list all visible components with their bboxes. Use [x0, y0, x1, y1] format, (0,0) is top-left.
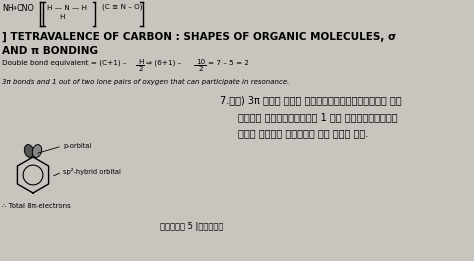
- Text: H: H: [138, 59, 144, 65]
- Text: એકલા જોડીમાંથી 1 ને રેઝોનેમાં: એકલા જોડીમાંથી 1 ને રેઝોનેમાં: [238, 112, 398, 122]
- Text: 3π bonds and 1 out of two lone pairs of oxygen that can participate in resonance: 3π bonds and 1 out of two lone pairs of …: [2, 79, 289, 85]
- Text: NH: NH: [2, 4, 14, 13]
- Text: ∴ Total 8π-electrons: ∴ Total 8π-electrons: [2, 203, 71, 209]
- Text: ⇒ (6+1) –: ⇒ (6+1) –: [146, 60, 183, 67]
- Text: 2: 2: [198, 66, 202, 72]
- Text: ] TETRAVALENCE OF CARBON : SHAPES OF ORGANIC MOLECULES, σ: ] TETRAVALENCE OF CARBON : SHAPES OF ORG…: [2, 32, 396, 42]
- Text: 2: 2: [138, 66, 143, 72]
- Text: 4: 4: [13, 6, 17, 11]
- Text: = 7 – 5 = 2: = 7 – 5 = 2: [208, 60, 249, 66]
- Text: Double bond equivalent = (C+1) –: Double bond equivalent = (C+1) –: [2, 60, 129, 67]
- Text: (C ≡ N – O): (C ≡ N – O): [102, 4, 143, 10]
- Text: 7.તે) 3π બંધ અને ઑક્સિજનનામાંથી બે: 7.તે) 3π બંધ અને ઑક્સિજનનામાંથી બે: [220, 95, 401, 105]
- Text: H — N — H: H — N — H: [47, 5, 87, 11]
- Text: ભાગ લેવા પાત્ર તઈ શકે છે.: ભાગ લેવા પાત્ર તઈ શકે છે.: [238, 128, 368, 138]
- Ellipse shape: [32, 145, 42, 157]
- Text: AND π BONDING: AND π BONDING: [2, 46, 98, 56]
- Text: પનાહી 5 |પનાહી: પનાહી 5 |પનાહી: [160, 222, 223, 231]
- Text: p-orbital: p-orbital: [63, 143, 91, 149]
- Text: 10: 10: [196, 59, 205, 65]
- Ellipse shape: [24, 145, 34, 157]
- Text: CNO: CNO: [17, 4, 35, 13]
- Text: H: H: [59, 14, 64, 20]
- Text: sp²-hybrid orbital: sp²-hybrid orbital: [63, 168, 121, 175]
